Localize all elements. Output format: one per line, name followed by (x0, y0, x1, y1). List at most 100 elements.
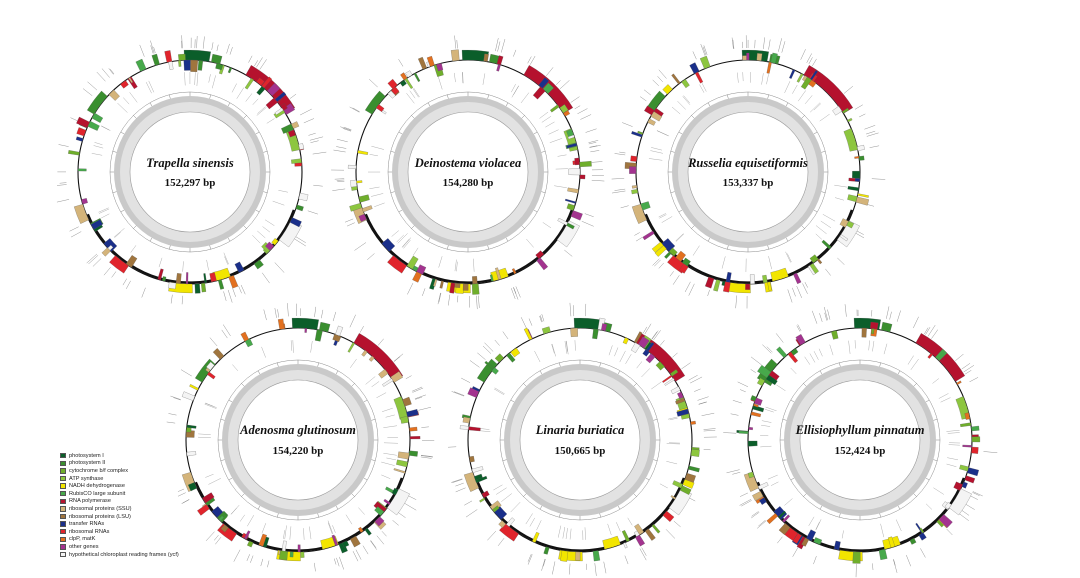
gene-label-leader (948, 444, 960, 446)
gene-label-leader (181, 35, 183, 49)
gene-block (738, 430, 749, 434)
scale-tick (335, 505, 339, 510)
gene-label-leader (913, 316, 919, 329)
gene-label-leader (896, 310, 901, 322)
gene-block (646, 342, 655, 352)
gene-label-leader (205, 531, 215, 541)
gene-block (218, 279, 225, 290)
gene-label-leader (526, 238, 534, 248)
gene-label-leader (608, 345, 613, 356)
gene-label-leader (227, 289, 233, 303)
scale-tick (678, 209, 683, 213)
gene-label-leader (457, 295, 459, 303)
gene-label-leader (224, 256, 228, 265)
gene-label-leader (757, 520, 767, 529)
map-title-ellisiophyllum: Ellisiophyllum pinnatum (795, 423, 925, 437)
gene-block (532, 531, 540, 543)
gene-block (847, 186, 860, 192)
gene-block (206, 371, 216, 380)
legend-swatch (60, 468, 66, 474)
gene-block (298, 192, 309, 202)
gene-label-leader (859, 113, 866, 118)
gene-label-leader (762, 344, 772, 354)
gene-label-leader (868, 340, 870, 351)
scale-tick (169, 245, 171, 250)
gene-block (745, 283, 751, 290)
gene-label-leader (732, 472, 741, 475)
gene-block (108, 89, 120, 101)
gene-label-leader (815, 225, 827, 234)
gene-block (406, 255, 419, 270)
gene-block (356, 180, 363, 184)
gene-label-leader (577, 108, 588, 114)
scale-tick (617, 370, 621, 375)
legend-label: NADH dehydrogenase (69, 483, 125, 490)
gene-label-leader (983, 451, 998, 453)
gene-label-leader (236, 87, 244, 99)
scale-tick (227, 237, 231, 242)
scale-tick (541, 191, 546, 193)
gene-label-leader (636, 361, 643, 369)
gene-block (347, 164, 357, 169)
gene-label-leader (562, 526, 565, 539)
scale-tick (502, 419, 507, 421)
gene-label-leader (346, 222, 355, 227)
gene-label-leader (412, 387, 424, 393)
gene-block (383, 498, 391, 506)
gene-label-leader (536, 520, 542, 531)
gene-label-leader (671, 106, 681, 115)
legend-label: RubisCO large subunit (69, 490, 126, 497)
legend-swatch (60, 551, 66, 558)
gene-block (810, 70, 818, 81)
gene-label-leader (781, 41, 786, 53)
gene-label-leader (666, 461, 678, 465)
gene-label-leader (510, 502, 521, 513)
gene-label-leader (303, 118, 315, 124)
genome-map-deinostema-violacea (331, 35, 605, 310)
gene-block (675, 397, 686, 405)
legend-label: cytochrome b/f complex (69, 467, 129, 474)
gene-block (803, 65, 854, 114)
gene-label-leader (196, 36, 198, 49)
gene-label-leader (812, 310, 818, 324)
gene-block (387, 255, 407, 274)
gene-block (681, 78, 690, 89)
gene-label-leader (766, 346, 773, 353)
gene-label-leader (229, 47, 233, 55)
gene-label-leader (87, 81, 98, 91)
gene-label-leader (310, 140, 319, 143)
gene-block (390, 371, 403, 383)
gene-block (393, 468, 406, 474)
gene-block (300, 551, 305, 558)
gene-label-leader (278, 190, 288, 193)
scale-tick (541, 151, 546, 153)
gene-block (400, 416, 409, 424)
gene-block (258, 533, 267, 547)
gene-label-leader (652, 258, 660, 266)
scale-tick (317, 362, 319, 367)
scale-tick (228, 399, 233, 403)
gene-label-leader (303, 528, 305, 540)
gene-label-leader (70, 117, 78, 121)
gene-label-leader (653, 330, 661, 341)
gene-block (368, 355, 375, 362)
gene-label-leader (726, 469, 740, 474)
gene-block (852, 551, 861, 564)
gene-label-leader (920, 548, 926, 558)
gene-label-leader (182, 261, 184, 272)
gene-label-leader (557, 154, 567, 157)
legend-swatch (60, 483, 66, 489)
gene-label-leader (813, 556, 817, 565)
gene-label-leader (343, 127, 352, 131)
gene-label-leader (652, 79, 659, 86)
gene-label-leader (170, 395, 181, 400)
gene-block (186, 427, 192, 433)
gene-label-leader (650, 150, 663, 154)
gene-label-leader (815, 522, 820, 530)
gene-block (601, 323, 608, 332)
scale-tick (933, 459, 938, 461)
gene-label-leader (501, 493, 512, 502)
gene-label-leader (539, 111, 549, 119)
gene-label-leader (204, 403, 217, 409)
